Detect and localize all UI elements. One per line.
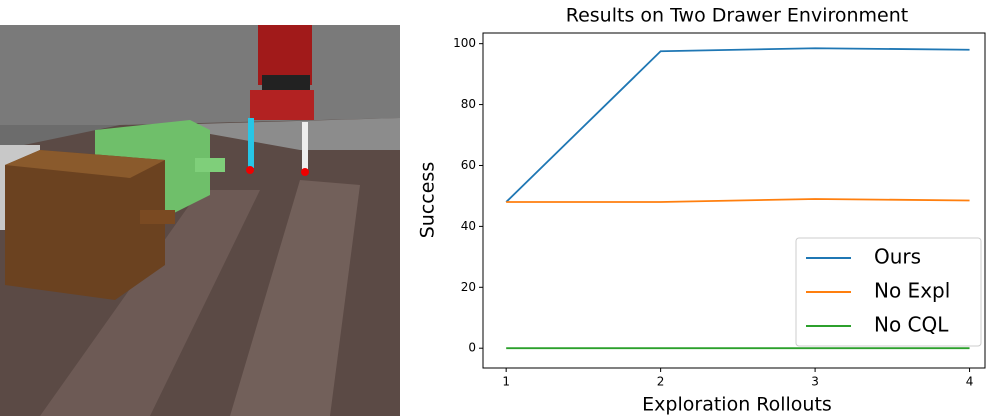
y-tick-label: 60 [461, 158, 476, 172]
scene-image [0, 25, 400, 416]
y-axis-label: Success [417, 162, 439, 238]
x-tick-label: 3 [811, 375, 819, 389]
x-tick-label: 2 [657, 375, 665, 389]
chart-title: Results on Two Drawer Environment [566, 5, 909, 27]
y-tick-label: 80 [461, 97, 476, 111]
y-tick-label: 100 [453, 36, 476, 50]
y-tick-label: 20 [461, 280, 476, 294]
legend-label: Ours [874, 245, 921, 269]
x-tick-label: 4 [966, 375, 974, 389]
legend-label: No Expl [874, 279, 950, 303]
page: Results on Two Drawer Environment Explor… [0, 0, 988, 416]
x-tick-label: 1 [502, 375, 510, 389]
y-tick-label: 40 [461, 219, 476, 233]
legend-label: No CQL [874, 313, 949, 337]
line-series [506, 199, 969, 202]
y-tick-label: 0 [468, 341, 476, 355]
x-axis-label: Exploration Rollouts [642, 394, 832, 416]
line-series [506, 48, 969, 202]
